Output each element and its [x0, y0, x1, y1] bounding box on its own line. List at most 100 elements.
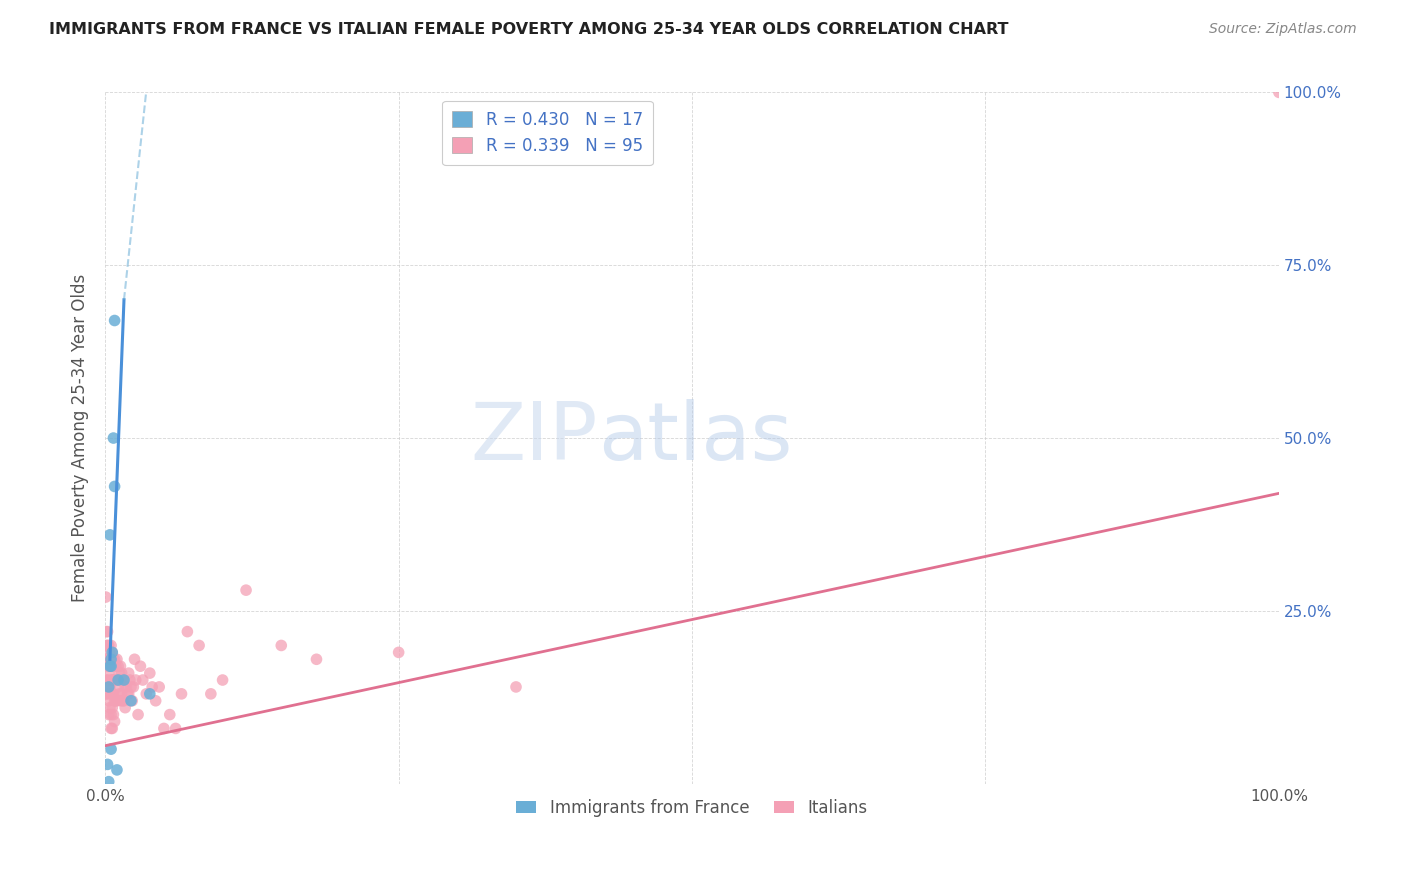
Point: [129, 659, 152, 673]
Point: [100, 639, 122, 653]
Point: [97, 707, 120, 722]
Point: [97, 652, 120, 666]
Point: [104, 652, 127, 666]
Point: [100, 659, 122, 673]
Point: [101, 645, 124, 659]
Point: [107, 673, 129, 687]
Point: [388, 645, 411, 659]
Point: [97, 694, 120, 708]
Point: [97, 757, 120, 772]
Point: [132, 673, 155, 687]
Point: [104, 694, 127, 708]
Legend: Immigrants from France, Italians: Immigrants from France, Italians: [510, 792, 875, 824]
Point: [115, 680, 138, 694]
Point: [118, 666, 141, 681]
Point: [114, 680, 136, 694]
Point: [111, 687, 134, 701]
Point: [97, 687, 120, 701]
Point: [127, 707, 149, 722]
Point: [97, 666, 120, 681]
Point: [96, 624, 118, 639]
Point: [100, 707, 122, 722]
Point: [108, 687, 131, 701]
Point: [188, 639, 211, 653]
Point: [98, 659, 121, 673]
Point: [120, 694, 142, 708]
Point: [101, 700, 124, 714]
Point: [97, 624, 120, 639]
Point: [110, 694, 132, 708]
Point: [153, 722, 176, 736]
Point: [97, 659, 120, 673]
Point: [105, 652, 128, 666]
Point: [101, 687, 124, 701]
Point: [118, 687, 141, 701]
Text: atlas: atlas: [598, 399, 793, 477]
Point: [104, 694, 127, 708]
Point: [101, 645, 124, 659]
Point: [98, 680, 121, 694]
Point: [1268, 86, 1291, 100]
Point: [100, 742, 122, 756]
Point: [108, 666, 131, 681]
Point: [125, 673, 148, 687]
Point: [105, 763, 128, 777]
Point: [165, 722, 187, 736]
Point: [96, 652, 118, 666]
Point: [200, 687, 222, 701]
Point: [114, 700, 136, 714]
Point: [101, 659, 124, 673]
Point: [112, 673, 135, 687]
Point: [170, 687, 193, 701]
Point: [120, 680, 142, 694]
Point: [104, 673, 127, 687]
Point: [122, 680, 145, 694]
Y-axis label: Female Poverty Among 25-34 Year Olds: Female Poverty Among 25-34 Year Olds: [72, 274, 89, 602]
Point: [305, 652, 328, 666]
Point: [211, 673, 233, 687]
Point: [110, 673, 132, 687]
Point: [100, 687, 122, 701]
Point: [105, 694, 128, 708]
Point: [104, 313, 127, 327]
Point: [110, 659, 132, 673]
Point: [107, 680, 129, 694]
Point: [97, 673, 120, 687]
Point: [101, 722, 124, 736]
Point: [141, 680, 163, 694]
Point: [270, 639, 292, 653]
Point: [118, 673, 141, 687]
Point: [96, 687, 118, 701]
Point: [124, 652, 146, 666]
Point: [103, 431, 125, 445]
Point: [105, 673, 128, 687]
Point: [104, 479, 127, 493]
Point: [111, 666, 134, 681]
Point: [98, 659, 121, 673]
Point: [103, 707, 125, 722]
Point: [98, 645, 121, 659]
Point: [112, 673, 135, 687]
Point: [117, 687, 139, 701]
Point: [97, 652, 120, 666]
Point: [98, 700, 121, 714]
Point: [97, 639, 120, 653]
Text: Source: ZipAtlas.com: Source: ZipAtlas.com: [1209, 22, 1357, 37]
Point: [148, 680, 170, 694]
Point: [97, 680, 120, 694]
Text: ZIP: ZIP: [471, 399, 598, 477]
Point: [135, 687, 157, 701]
Point: [111, 673, 134, 687]
Point: [104, 714, 127, 729]
Point: [97, 680, 120, 694]
Point: [97, 774, 120, 789]
Point: [104, 673, 127, 687]
Point: [111, 694, 134, 708]
Point: [98, 528, 121, 542]
Point: [139, 666, 162, 681]
Point: [103, 687, 125, 701]
Point: [103, 652, 125, 666]
Point: [100, 652, 122, 666]
Point: [96, 639, 118, 653]
Point: [94, 590, 117, 604]
